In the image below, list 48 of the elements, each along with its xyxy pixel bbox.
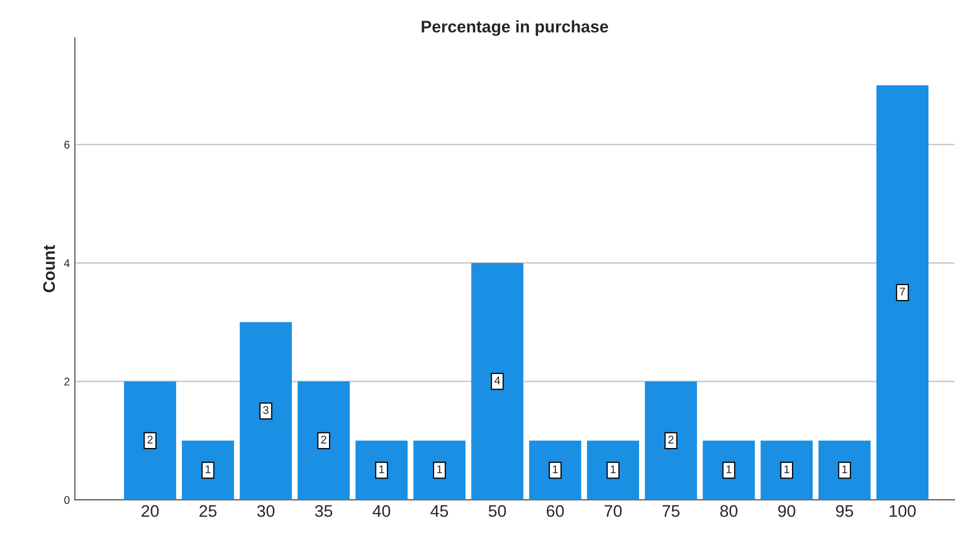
data-label: 1 — [379, 465, 384, 474]
bar — [413, 440, 466, 500]
data-label: 1 — [726, 465, 732, 474]
y-tick-label: 2 — [64, 378, 70, 386]
bar — [529, 440, 582, 500]
bar — [587, 440, 640, 500]
chart-title: Percentage in purchase — [422, 20, 608, 36]
data-label: 2 — [148, 436, 153, 444]
x-tick-label: 60 — [546, 505, 564, 517]
data-label: 2 — [321, 436, 326, 444]
y-tick-label: 0 — [64, 496, 70, 504]
x-tick-label: 100 — [890, 505, 916, 517]
bar — [702, 440, 755, 500]
x-tick-label: 20 — [142, 505, 159, 517]
data-label: 4 — [494, 376, 500, 384]
bar — [356, 440, 408, 500]
x-tick-label: 35 — [315, 505, 332, 517]
y-tick-label: 6 — [64, 140, 70, 149]
y-tick-label: 4 — [64, 259, 70, 267]
data-label: 2 — [668, 436, 674, 444]
data-label: 7 — [900, 288, 905, 296]
bar — [298, 381, 350, 500]
data-label: 3 — [263, 406, 268, 414]
bar — [471, 262, 524, 500]
data-label: 1 — [842, 465, 848, 474]
y-axis-title: Count — [43, 245, 55, 292]
x-tick-label: 40 — [372, 505, 390, 517]
bar — [240, 322, 292, 500]
bar — [644, 381, 697, 500]
x-tick-label: 25 — [200, 505, 217, 517]
bar — [876, 85, 928, 500]
data-label: 1 — [437, 465, 442, 474]
x-tick-label: 70 — [604, 505, 622, 517]
bar — [760, 440, 813, 500]
data-label: 1 — [206, 465, 210, 474]
data-label: 1 — [552, 465, 558, 474]
x-tick-label: 45 — [430, 505, 448, 517]
x-tick-label: 80 — [720, 505, 738, 517]
x-tick-label: 90 — [778, 505, 796, 517]
x-tick-label: 75 — [662, 505, 680, 517]
bar — [124, 381, 176, 500]
data-label: 1 — [784, 465, 790, 474]
data-label: 1 — [610, 465, 616, 474]
bar — [818, 440, 871, 500]
x-tick-label: 30 — [257, 505, 274, 517]
bar — [182, 440, 234, 500]
x-tick-label: 95 — [836, 505, 854, 517]
x-tick-label: 50 — [488, 505, 506, 517]
